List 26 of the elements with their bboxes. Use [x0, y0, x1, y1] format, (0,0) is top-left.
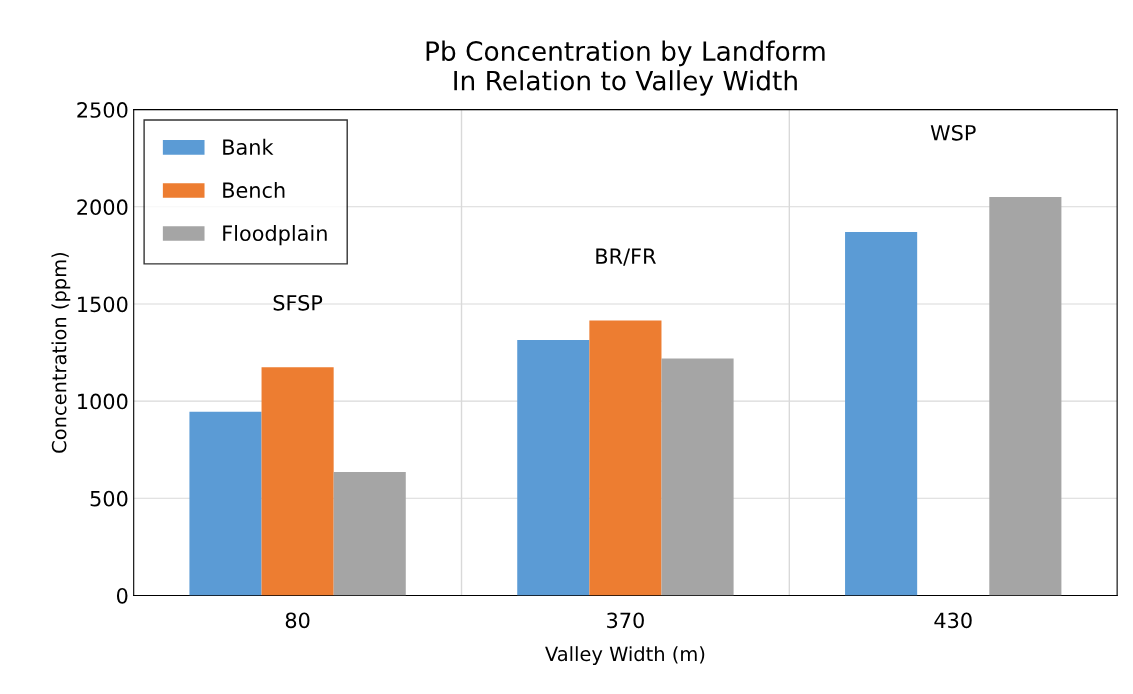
y-axis-title: Concentration (ppm): [51, 252, 71, 453]
y-tick-label: 2500: [77, 102, 128, 118]
bar: [261, 367, 334, 596]
bar: [189, 411, 262, 596]
x-tick-label: 430: [934, 612, 972, 629]
bar: [845, 232, 918, 596]
annotation: WSP: [930, 124, 976, 141]
legend-label: Floodplain: [223, 224, 327, 246]
bar: [589, 320, 662, 596]
legend-label: Bank: [223, 138, 274, 155]
bar: [333, 472, 406, 596]
legend-label: Bench: [223, 181, 285, 199]
x-tick-label: 80: [285, 612, 310, 629]
annotation: BR/FR: [596, 248, 656, 266]
y-tick-label: 500: [90, 490, 128, 507]
bar: [661, 358, 734, 596]
y-tick-label: 2000: [77, 199, 128, 216]
x-tick-label: 370: [607, 612, 644, 629]
annotation: SFSP: [273, 294, 323, 311]
y-tick-label: 1000: [78, 393, 128, 410]
bar: [517, 339, 590, 596]
chart-title: Pb Concentration by Landform In Relation to Valley Width: [426, 40, 825, 96]
y-tick-label: 0: [116, 587, 128, 604]
y-tick-label: 1500: [78, 296, 128, 313]
x-axis-title: Valley Width (m): [545, 646, 705, 665]
bar: [989, 197, 1062, 596]
